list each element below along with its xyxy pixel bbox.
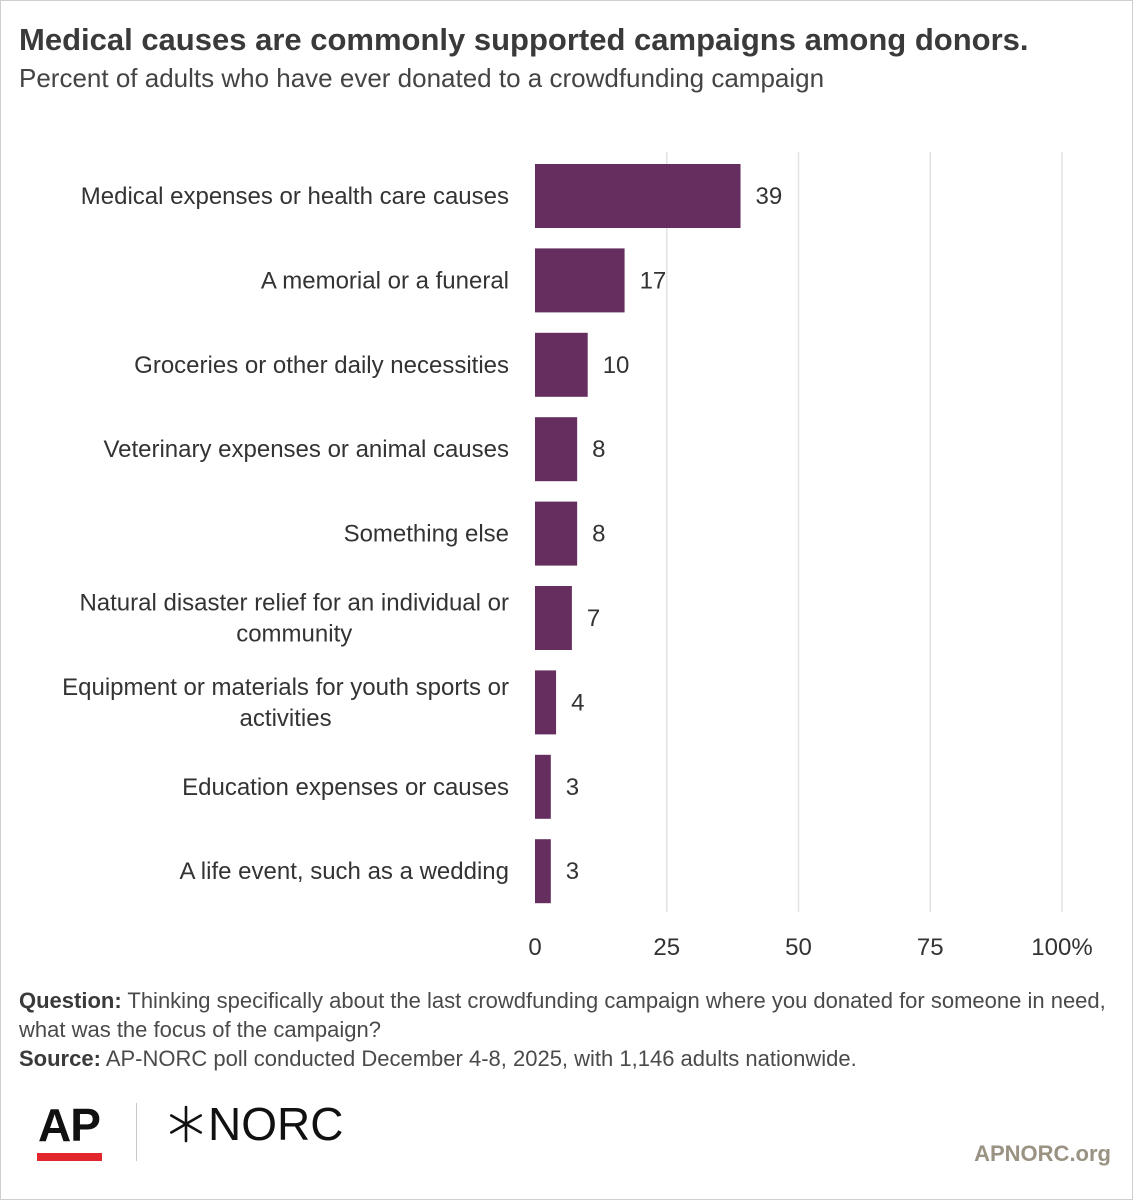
bar: [535, 248, 625, 313]
bar: [535, 754, 551, 819]
category-label-line: A memorial or a funeral: [261, 267, 509, 294]
x-tick-label: 0: [528, 934, 541, 961]
category-label-line: Natural disaster relief for an individua…: [79, 590, 509, 617]
chart-title: Medical causes are commonly supported ca…: [19, 22, 1029, 57]
bar-value-label: 3: [566, 858, 579, 885]
x-tick-label: 25: [653, 934, 680, 961]
category-label-line: Equipment or materials for youth sports …: [62, 674, 509, 701]
category-label-line: activities: [240, 705, 332, 732]
ap-logo: AP: [38, 1099, 101, 1151]
category-label-line: Medical expenses or health care causes: [81, 183, 509, 210]
category-label: Education expenses or causes: [182, 774, 509, 801]
norc-logo-text: NORC: [208, 1098, 344, 1150]
question-note: Question: Thinking specifically about th…: [19, 986, 1109, 1044]
category-label-line: Education expenses or causes: [182, 774, 509, 801]
bar-value-label: 17: [640, 267, 667, 294]
category-label: Equipment or materials for youth sports …: [62, 674, 509, 732]
bar: [535, 839, 551, 904]
category-label-line: community: [236, 621, 352, 648]
bar-value-label: 10: [603, 352, 630, 379]
category-label-line: Something else: [344, 521, 509, 548]
bar-value-label: 8: [592, 521, 605, 548]
x-tick-label: 100%: [1031, 934, 1092, 961]
apnorc-site-link[interactable]: APNORC.org: [974, 1141, 1111, 1166]
x-tick-label: 50: [785, 934, 812, 961]
bar-value-label: 7: [587, 605, 600, 632]
question-label: Question:: [19, 988, 122, 1013]
bar: [535, 332, 588, 397]
chart-subtitle: Percent of adults who have ever donated …: [19, 63, 825, 93]
category-label: Natural disaster relief for an individua…: [79, 590, 509, 648]
category-label: Veterinary expenses or animal causes: [103, 436, 509, 463]
bar-chart: 39 Medical expenses or health care causes…: [62, 152, 1093, 961]
source-note: Source: AP-NORC poll conducted December …: [19, 1044, 1109, 1073]
bar-value-label: 3: [566, 774, 579, 801]
bar: [535, 164, 741, 228]
category-label: Medical expenses or health care causes: [81, 183, 509, 210]
bar-value-label: 8: [592, 436, 605, 463]
logo-divider: [136, 1103, 137, 1161]
category-label: A life event, such as a wedding: [179, 858, 509, 885]
category-label: Groceries or other daily necessities: [134, 352, 509, 379]
category-label-line: A life event, such as a wedding: [179, 858, 509, 885]
source-text: AP-NORC poll conducted December 4-8, 202…: [100, 1046, 857, 1071]
category-label: Something else: [344, 521, 509, 548]
ap-logo-underline: [37, 1153, 102, 1161]
footnote: Question: Thinking specifically about th…: [19, 986, 1109, 1073]
category-label: A memorial or a funeral: [261, 267, 509, 294]
x-tick-label: 75: [917, 934, 944, 961]
norc-logo: NORC: [166, 1097, 343, 1151]
category-label-line: Veterinary expenses or animal causes: [103, 436, 509, 463]
bar: [535, 501, 578, 566]
norc-star-icon: [170, 1105, 203, 1143]
bar: [535, 586, 572, 650]
bar-value-label: 4: [571, 689, 584, 716]
bar-value-label: 39: [756, 183, 783, 210]
bar: [535, 670, 557, 735]
category-label-line: Groceries or other daily necessities: [134, 352, 509, 379]
source-label: Source:: [19, 1046, 101, 1071]
question-text: Thinking specifically about the last cro…: [19, 988, 1106, 1042]
bar: [535, 417, 578, 482]
